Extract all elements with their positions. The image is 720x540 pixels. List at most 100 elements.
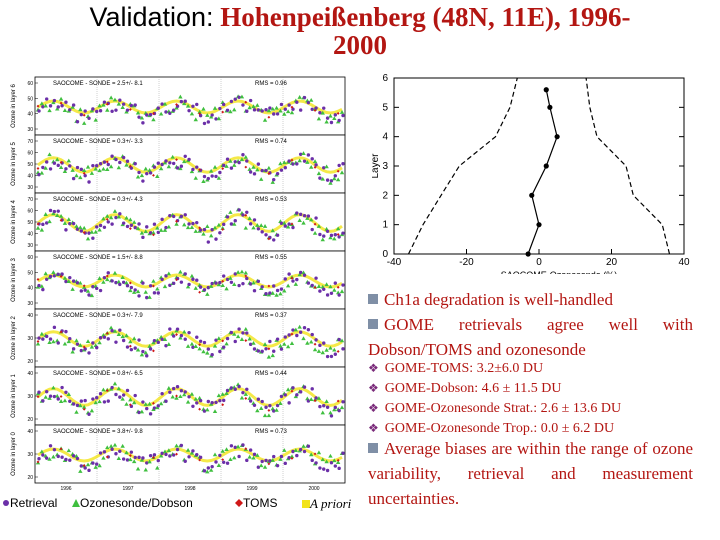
layer-panel: Ozone in layer 2 20 30 40 SAOCOME - SONDE = … bbox=[11, 308, 346, 368]
retrieval-point bbox=[256, 397, 261, 401]
ozonesonde-point bbox=[139, 409, 145, 414]
retrieval-point bbox=[283, 335, 287, 339]
profile-xtick: -20 bbox=[459, 257, 474, 268]
toms-point bbox=[175, 158, 178, 162]
retrieval-point bbox=[87, 231, 91, 235]
ozonesonde-point bbox=[243, 327, 248, 331]
retrieval-point bbox=[329, 233, 334, 238]
retrieval-point bbox=[87, 116, 91, 120]
toms-point bbox=[128, 281, 132, 285]
retrieval-point bbox=[329, 414, 334, 418]
profile-ylabel: Layer bbox=[372, 153, 381, 179]
ozonesonde-point bbox=[309, 339, 314, 344]
ozonesonde-point bbox=[74, 224, 79, 228]
panel-ytick: 30 bbox=[27, 452, 33, 458]
toms-point bbox=[244, 339, 248, 342]
retrieval-point bbox=[260, 459, 264, 464]
retrieval-point bbox=[325, 229, 330, 233]
retrieval-point bbox=[121, 155, 126, 160]
retrieval-point bbox=[198, 398, 203, 403]
retrieval-point bbox=[164, 110, 168, 114]
retrieval-point bbox=[225, 215, 230, 219]
ozonesonde-point bbox=[270, 458, 275, 462]
ozonesonde-point bbox=[108, 325, 114, 330]
panel-ytick: 30 bbox=[27, 394, 33, 400]
ozonesonde-point bbox=[297, 158, 302, 163]
ozonesonde-point bbox=[224, 164, 229, 168]
ozonesonde-point bbox=[120, 334, 125, 339]
retrieval-point bbox=[318, 289, 322, 293]
retrieval-point bbox=[110, 385, 114, 390]
ozonesonde-point bbox=[147, 168, 152, 172]
ozonesonde-point bbox=[320, 457, 325, 462]
toms-point bbox=[244, 447, 248, 451]
ozonesonde-point bbox=[120, 443, 125, 448]
diamond-bullet-icon: ❖ bbox=[368, 401, 379, 415]
retrieval-point bbox=[233, 445, 237, 450]
retrieval-point bbox=[68, 164, 72, 168]
panel-ytick: 40 bbox=[27, 429, 33, 435]
retrieval-point bbox=[252, 403, 257, 407]
ozonesonde-point bbox=[74, 173, 79, 178]
retrieval-point bbox=[325, 468, 330, 473]
panel-rms: RMS = 0.37 bbox=[255, 313, 288, 319]
ozonesonde-point bbox=[258, 177, 264, 181]
profile-ytick: 3 bbox=[382, 161, 388, 172]
layer-panel: Ozone in layer 0 20 30 40 SAOCOME - SONDE = … bbox=[11, 424, 346, 484]
retrieval-point bbox=[60, 104, 64, 108]
panel-rms: RMS = 0.44 bbox=[255, 371, 288, 377]
ozonesonde-point bbox=[143, 467, 148, 472]
toms-point bbox=[244, 213, 248, 217]
toms-point bbox=[128, 403, 132, 407]
retrieval-point bbox=[179, 280, 184, 284]
toms-point bbox=[152, 233, 155, 237]
profile-xtick: 0 bbox=[536, 257, 542, 268]
ozonesonde-point bbox=[270, 228, 275, 233]
legend-apriori: A priori bbox=[302, 496, 351, 512]
retrieval-point bbox=[202, 227, 207, 232]
toms-point bbox=[152, 284, 155, 288]
ozonesonde-point bbox=[174, 443, 179, 448]
retrieval-point bbox=[141, 281, 145, 285]
retrieval-point bbox=[314, 461, 318, 465]
ozonesonde-point bbox=[328, 235, 333, 240]
panel-ytick: 50 bbox=[27, 162, 33, 168]
ozonesonde-point bbox=[216, 222, 222, 227]
ozonesonde-point bbox=[205, 292, 210, 296]
retrieval-point bbox=[83, 398, 87, 403]
ozonesonde-point bbox=[278, 108, 283, 113]
retrieval-point bbox=[202, 340, 207, 345]
layer-panel: Ozone in layer 5 30 40 50 60 70 SAOCOME - SOND… bbox=[11, 134, 346, 194]
retrieval-point bbox=[248, 399, 253, 403]
retrieval-point bbox=[341, 113, 345, 118]
ozonesonde-point bbox=[51, 211, 56, 216]
panel-ylabel: Ozone in layer 4 bbox=[11, 199, 17, 243]
profile-xtick: 40 bbox=[678, 257, 690, 268]
retrieval-point bbox=[56, 163, 60, 168]
retrieval-point bbox=[306, 444, 311, 448]
retrieval-point bbox=[295, 211, 299, 215]
retrieval-point bbox=[141, 349, 145, 354]
retrieval-point bbox=[137, 338, 141, 342]
ozonesonde-point bbox=[166, 342, 172, 346]
ozonesonde-point bbox=[266, 108, 272, 113]
ozonesonde-point bbox=[35, 341, 41, 346]
retrieval-point bbox=[279, 287, 284, 291]
toms-point bbox=[152, 112, 155, 116]
retrieval-point bbox=[256, 108, 261, 112]
retrieval-point bbox=[341, 162, 345, 166]
retrieval-point bbox=[121, 393, 126, 397]
ozonesonde-point bbox=[312, 230, 318, 235]
ozonesonde-point bbox=[278, 457, 283, 461]
toms-point bbox=[175, 394, 178, 398]
retrieval-point bbox=[195, 401, 199, 405]
panel-ytick: 40 bbox=[27, 232, 33, 238]
panel-ytick: 30 bbox=[27, 243, 33, 249]
retrieval-point bbox=[64, 167, 68, 171]
ozonesonde-point bbox=[112, 442, 118, 447]
ozonesonde-point bbox=[332, 287, 337, 292]
retrieval-point bbox=[287, 222, 291, 226]
retrieval-point bbox=[272, 349, 276, 353]
panel-ytick: 40 bbox=[27, 112, 33, 118]
panel-ylabel: Ozone in layer 5 bbox=[11, 141, 17, 185]
